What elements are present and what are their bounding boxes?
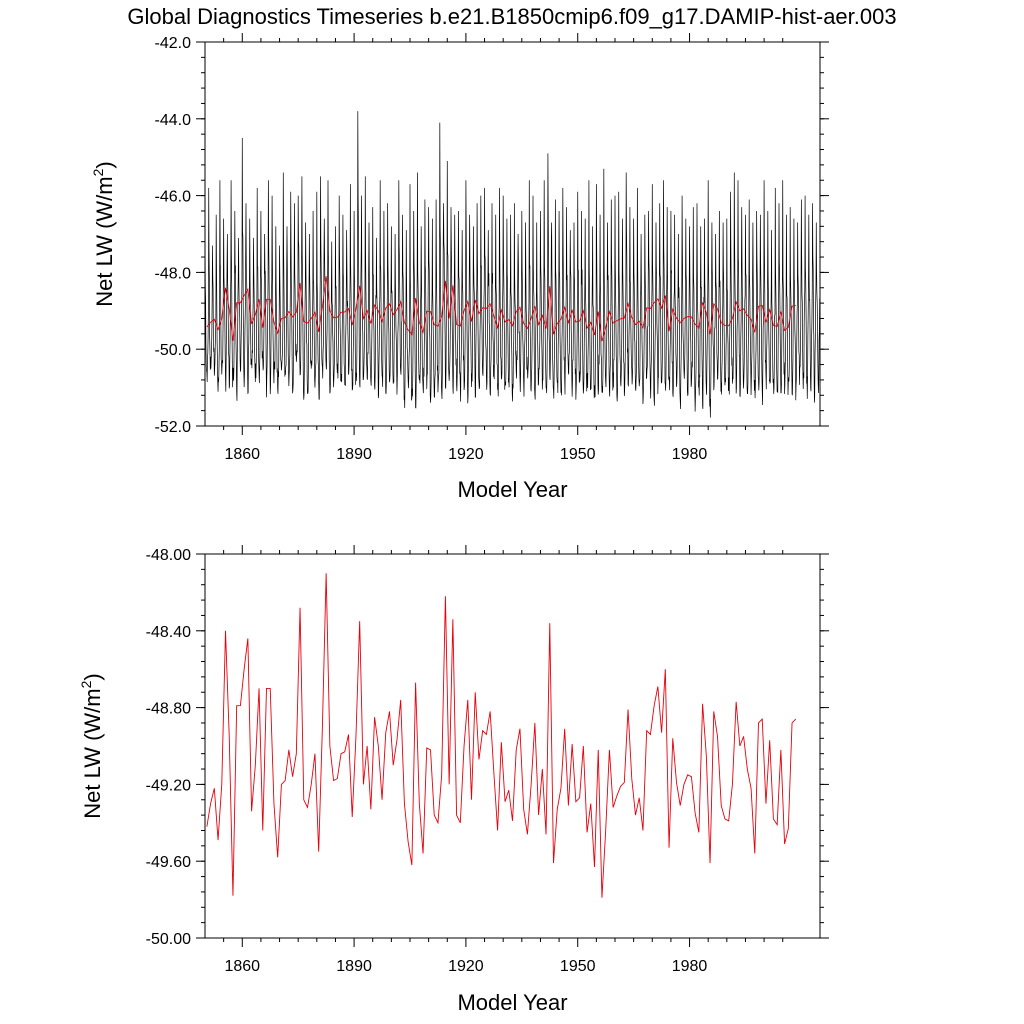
top-panel: 1860 1890 1920 1950 1980 -52.0 -50.0 -48.0 -46.0…	[90, 33, 829, 502]
plot-series-group	[205, 111, 820, 418]
y-tick-label: -50.0	[155, 342, 192, 359]
x-tick-label: 1890	[336, 958, 372, 975]
bottom-x-axis-label: Model Year	[457, 990, 567, 1015]
top-axis-ticks: 1860 1890 1920 1950 1980 -52.0 -50.0 -48.0 -46.0…	[155, 33, 829, 463]
bottom-y-axis-label-sup: 2	[78, 680, 94, 688]
top-y-axis-label: Net LW (W/m2)	[90, 161, 117, 306]
bottom-y-axis-label-main: Net LW (W/m	[80, 688, 105, 818]
y-tick-label: -42.0	[155, 35, 192, 52]
bottom-y-axis-label: Net LW (W/m2)	[78, 673, 105, 818]
top-plot-area	[205, 111, 820, 418]
y-tick-label: -46.0	[155, 189, 192, 206]
x-tick-label: 1980	[672, 958, 708, 975]
y-tick-label: -49.20	[146, 777, 191, 794]
y-tick-label: -44.0	[155, 112, 192, 129]
y-tick-label: -49.60	[146, 854, 191, 871]
bottom-panel: 1860 1890 1920 1950 1980 -50.00 -49.60 -49.20 -4…	[78, 545, 829, 1015]
annual-mean-line	[206, 573, 797, 898]
top-y-axis-label-end: )	[92, 161, 117, 168]
x-tick-label: 1950	[560, 446, 596, 463]
y-tick-label: -48.40	[146, 624, 191, 641]
top-x-axis-label: Model Year	[457, 477, 567, 502]
x-tick-label: 1860	[224, 446, 260, 463]
bottom-plot-frame	[204, 553, 821, 939]
y-tick-label: -48.0	[155, 265, 192, 282]
x-tick-label: 1920	[448, 446, 484, 463]
chart-title: Global Diagnostics Timeseries b.e21.B185…	[127, 4, 896, 29]
y-tick-label: -48.80	[146, 701, 191, 718]
x-tick-label: 1980	[672, 446, 708, 463]
bottom-y-axis-label-end: )	[80, 673, 105, 680]
y-tick-label: -52.0	[155, 419, 192, 436]
plot-series-group	[206, 573, 797, 898]
top-y-axis-label-main: Net LW (W/m	[92, 176, 117, 306]
top-y-axis-label-sup: 2	[90, 168, 106, 176]
y-tick-label: -50.00	[146, 931, 191, 948]
x-tick-label: 1860	[224, 958, 260, 975]
monthly-line	[205, 111, 820, 418]
top-plot-frame	[204, 41, 821, 427]
y-tick-label: -48.00	[146, 547, 191, 564]
annual-mean-line	[206, 276, 796, 342]
bottom-plot-area	[206, 573, 797, 898]
x-tick-label: 1920	[448, 958, 484, 975]
bottom-axis-ticks: 1860 1890 1920 1950 1980 -50.00 -49.60 -49.20 -4…	[146, 545, 829, 975]
x-tick-label: 1890	[336, 446, 372, 463]
x-tick-label: 1950	[560, 958, 596, 975]
